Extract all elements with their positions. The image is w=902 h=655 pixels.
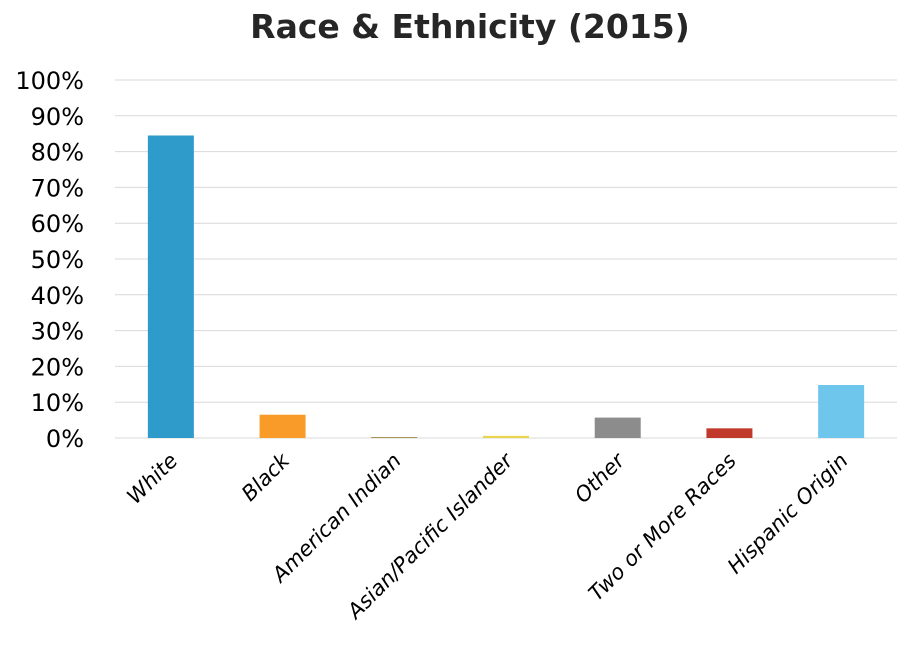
y-tick-label: 40% <box>31 282 84 310</box>
x-tick-label: Other <box>570 448 630 508</box>
y-tick-label: 90% <box>31 103 84 131</box>
chart-title: Race & Ethnicity (2015) <box>250 7 690 46</box>
x-tick-label: Hispanic Origin <box>723 449 853 579</box>
y-tick-label: 100% <box>15 67 84 95</box>
bar-asian-pacific-islander <box>483 435 529 438</box>
y-tick-label: 30% <box>31 318 84 346</box>
bar-white <box>147 135 194 439</box>
y-axis-ticks: 0% 10% 20% 30% 40% 50% 60% 70% 80% 90% 100% <box>15 67 84 453</box>
gridlines <box>115 79 897 439</box>
y-tick-label: 0% <box>46 425 84 453</box>
bar-american-indian <box>371 437 418 438</box>
x-tick-label: White <box>122 449 182 509</box>
bar-black <box>259 414 306 438</box>
y-tick-label: 20% <box>31 353 84 381</box>
y-tick-label: 70% <box>31 174 84 202</box>
y-tick-label: 50% <box>31 246 84 274</box>
x-tick-label: Black <box>237 448 295 506</box>
bar-hispanic-origin <box>818 385 865 438</box>
y-tick-label: 10% <box>31 389 84 417</box>
bar-two-or-more-races <box>706 428 753 438</box>
bars <box>147 135 865 439</box>
y-tick-label: 60% <box>31 210 84 238</box>
bar-other <box>594 417 641 438</box>
y-tick-label: 80% <box>31 139 84 167</box>
